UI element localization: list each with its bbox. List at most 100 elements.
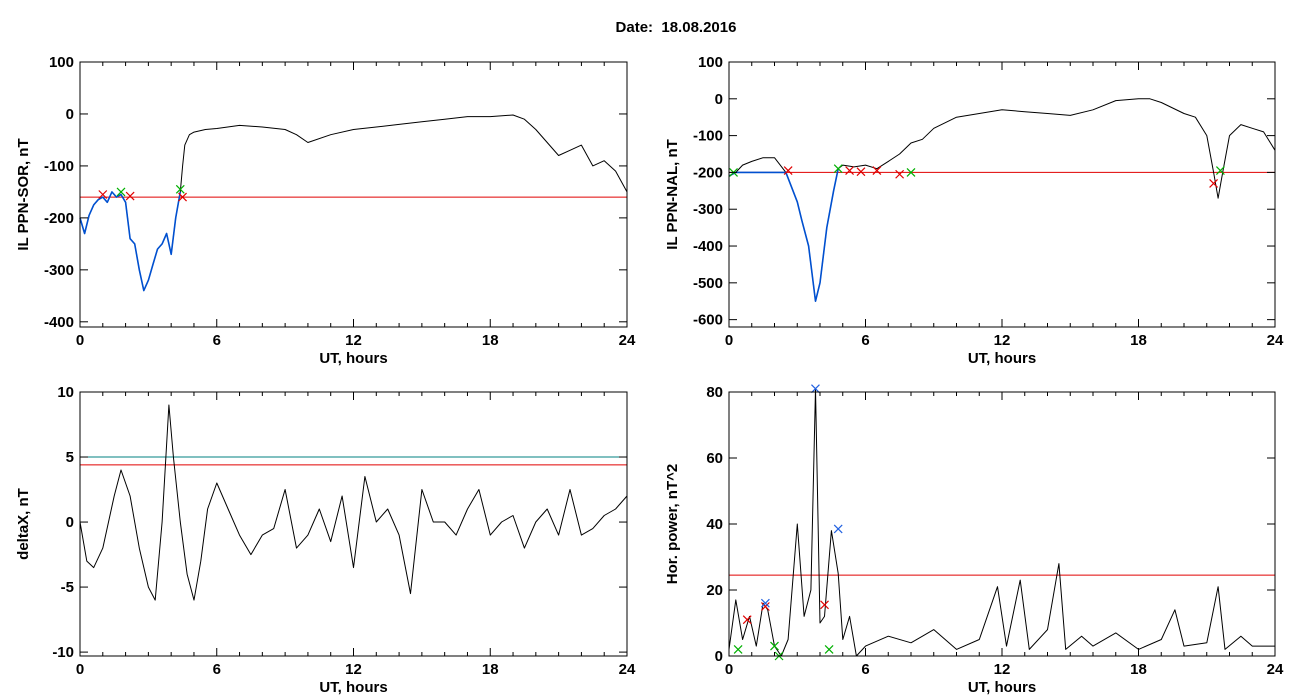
y-tick-label: 20 bbox=[706, 582, 723, 599]
data-marker-stroke bbox=[116, 187, 126, 197]
y-tick-label: 40 bbox=[706, 516, 723, 533]
y-tick-label: 60 bbox=[706, 450, 723, 467]
data-marker-stroke bbox=[175, 184, 185, 194]
data-marker bbox=[733, 644, 743, 654]
y-tick-label: 0 bbox=[66, 514, 74, 531]
x-tick-label: 18 bbox=[1130, 332, 1147, 349]
data-marker bbox=[125, 191, 135, 201]
x-tick-label: 0 bbox=[725, 332, 733, 349]
data-marker-stroke bbox=[760, 602, 770, 611]
y-tick-label: -200 bbox=[44, 210, 74, 227]
y-tick-label: 100 bbox=[698, 54, 723, 71]
x-tick-label: 24 bbox=[1267, 661, 1284, 678]
data-marker bbox=[770, 641, 779, 651]
y-axis-label: IL PPN-NAL, nT bbox=[664, 139, 681, 250]
data-marker bbox=[833, 524, 843, 534]
page-title: Date: 18.08.2016 bbox=[615, 19, 737, 36]
y-tick-label: -100 bbox=[693, 128, 723, 145]
data-marker bbox=[1215, 166, 1225, 176]
data-marker bbox=[895, 169, 905, 179]
x-tick-label: 0 bbox=[76, 661, 84, 678]
data-marker bbox=[833, 164, 843, 174]
data-marker-stroke bbox=[760, 598, 770, 608]
series-line-main bbox=[79, 404, 628, 601]
data-marker-stroke bbox=[742, 615, 752, 625]
x-tick-label: 18 bbox=[1130, 661, 1147, 678]
x-axis-label: UT, hours bbox=[319, 679, 387, 696]
data-marker-stroke bbox=[824, 644, 834, 654]
y-tick-label: -5 bbox=[61, 579, 74, 596]
x-tick-label: 6 bbox=[213, 661, 221, 678]
x-tick-label: 24 bbox=[1267, 332, 1284, 349]
series-line-main bbox=[79, 114, 628, 292]
y-tick-label: -400 bbox=[44, 314, 74, 331]
y-tick-label: -500 bbox=[693, 275, 723, 292]
chart-panel-2: 0 6 12 18 24 100 0 -100 -200 -300 -400 -500 -600 UT, … bbox=[664, 54, 1284, 367]
x-tick-label: 12 bbox=[345, 332, 362, 349]
data-marker-stroke bbox=[178, 192, 187, 202]
y-tick-label: 0 bbox=[715, 91, 723, 108]
data-marker bbox=[760, 602, 770, 611]
data-marker bbox=[98, 190, 108, 199]
y-tick-label: 10 bbox=[57, 384, 74, 401]
y-tick-label: -300 bbox=[44, 262, 74, 279]
data-marker bbox=[811, 384, 820, 394]
data-marker-stroke bbox=[833, 164, 843, 174]
x-tick-label: 12 bbox=[994, 661, 1011, 678]
y-tick-label: 80 bbox=[706, 384, 723, 401]
y-tick-label: -10 bbox=[52, 644, 74, 661]
series-line-highlight bbox=[79, 191, 182, 292]
data-marker-stroke bbox=[770, 641, 779, 651]
x-axis-label: UT, hours bbox=[968, 350, 1036, 367]
data-marker bbox=[824, 644, 834, 654]
data-marker bbox=[820, 600, 829, 610]
data-marker-stroke bbox=[783, 166, 793, 176]
data-marker bbox=[872, 166, 882, 176]
x-tick-label: 6 bbox=[213, 332, 221, 349]
y-axis-label: deltaX, nT bbox=[15, 488, 32, 560]
x-tick-label: 12 bbox=[994, 332, 1011, 349]
x-tick-label: 6 bbox=[861, 661, 869, 678]
data-marker bbox=[116, 187, 126, 197]
data-marker-stroke bbox=[1209, 179, 1218, 188]
y-tick-label: 100 bbox=[49, 54, 74, 71]
x-tick-label: 0 bbox=[76, 332, 84, 349]
x-tick-label: 6 bbox=[861, 332, 869, 349]
x-tick-label: 0 bbox=[725, 661, 733, 678]
y-axis-label: Hor. power, nT^2 bbox=[664, 464, 681, 584]
data-marker-stroke bbox=[733, 644, 743, 654]
series-line-highlight bbox=[728, 168, 839, 303]
chart-panel-3: 0 6 12 18 24 10 5 0 -5 -10 UT, hours deltaX, nT bbox=[15, 384, 636, 696]
y-tick-label: 0 bbox=[715, 648, 723, 665]
data-marker-stroke bbox=[845, 166, 854, 176]
data-marker-stroke bbox=[872, 166, 882, 176]
plot-frame bbox=[728, 61, 1276, 328]
plot-frame bbox=[79, 61, 628, 328]
data-marker bbox=[1209, 179, 1218, 188]
data-marker bbox=[175, 184, 185, 194]
chart-panel-4: 0 6 12 18 24 0 20 40 60 80 UT, hours Hor. power, nT… bbox=[664, 384, 1284, 696]
y-tick-label: -100 bbox=[44, 158, 74, 175]
data-marker-stroke bbox=[820, 600, 829, 610]
x-tick-label: 24 bbox=[619, 661, 636, 678]
y-axis-label: IL PPN-SOR, nT bbox=[15, 138, 32, 250]
data-marker bbox=[760, 598, 770, 608]
data-marker bbox=[783, 166, 793, 176]
data-marker-stroke bbox=[856, 167, 866, 177]
data-marker-stroke bbox=[1215, 166, 1225, 176]
chart-panel-1: 0 6 12 18 24 100 0 -100 -200 -300 -400 UT, hours IL … bbox=[15, 54, 636, 367]
y-tick-label: -200 bbox=[693, 164, 723, 181]
x-tick-label: 12 bbox=[345, 661, 362, 678]
x-tick-label: 18 bbox=[482, 661, 499, 678]
data-marker-stroke bbox=[125, 191, 135, 201]
y-tick-label: -600 bbox=[693, 312, 723, 329]
y-tick-label: 0 bbox=[66, 106, 74, 123]
data-marker-stroke bbox=[98, 190, 108, 199]
y-tick-label: -400 bbox=[693, 238, 723, 255]
x-axis-label: UT, hours bbox=[319, 350, 387, 367]
data-marker-stroke bbox=[811, 384, 820, 394]
data-marker bbox=[906, 167, 916, 177]
y-tick-label: 5 bbox=[66, 449, 74, 466]
series-line-main bbox=[728, 388, 1275, 657]
